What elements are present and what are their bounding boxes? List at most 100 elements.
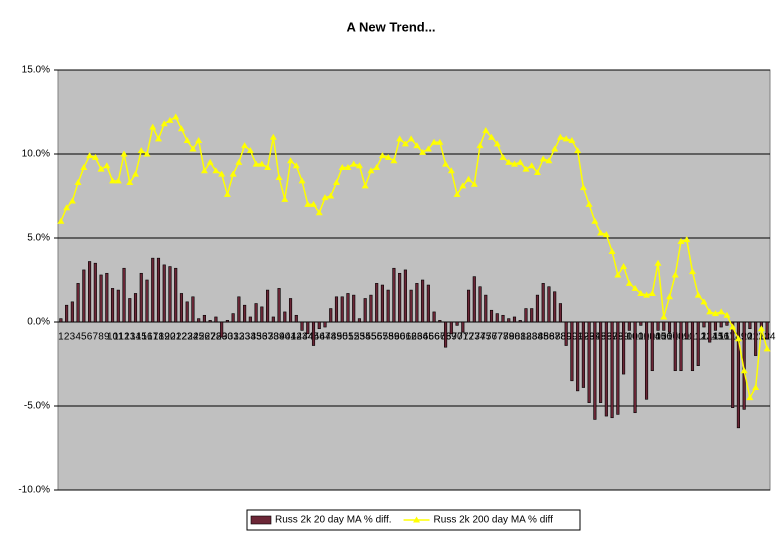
line-marker xyxy=(763,345,771,352)
line-marker xyxy=(620,263,628,270)
line-marker xyxy=(585,200,593,207)
line-marker xyxy=(614,271,622,278)
x-tick-label: 86 xyxy=(543,332,555,343)
line-marker xyxy=(57,217,65,224)
line-marker xyxy=(430,138,438,145)
line-marker xyxy=(315,209,323,216)
bar xyxy=(541,283,545,323)
bar xyxy=(386,289,390,323)
bar xyxy=(708,321,712,343)
x-tick-label: 31 xyxy=(228,332,240,343)
line-marker xyxy=(499,153,507,160)
x-tick-label: 105 xyxy=(650,332,667,343)
bar xyxy=(736,321,740,429)
bar xyxy=(208,320,212,323)
line-marker xyxy=(740,367,748,374)
line-marker xyxy=(734,335,742,342)
line-marker xyxy=(218,170,226,177)
x-tick-label: 81 xyxy=(515,332,527,343)
bar xyxy=(495,313,499,323)
line-marker xyxy=(688,268,696,275)
line-marker xyxy=(677,237,685,244)
bar xyxy=(128,298,132,323)
line-marker xyxy=(235,158,243,165)
line-marker xyxy=(223,190,231,197)
bar xyxy=(610,321,614,419)
line-marker xyxy=(355,162,363,169)
legend-swatch xyxy=(250,515,272,525)
line-marker xyxy=(396,135,404,142)
bar xyxy=(151,257,155,323)
line-marker xyxy=(459,182,467,189)
legend-label: Russ 2k 20 day MA % diff. xyxy=(275,515,392,526)
x-tick-label: 20 xyxy=(164,332,176,343)
line-marker xyxy=(717,308,725,315)
line-marker xyxy=(723,311,731,318)
x-tick-label: 85 xyxy=(538,332,550,343)
x-tick-label: 70 xyxy=(452,332,464,343)
line-marker xyxy=(287,157,295,164)
x-tick-label: 84 xyxy=(532,332,544,343)
y-tick-label: -5.0% xyxy=(24,401,50,412)
legend-label: Russ 2k 200 day MA % diff xyxy=(434,515,554,526)
line-marker xyxy=(172,113,180,120)
x-tick-label: 35 xyxy=(251,332,263,343)
bar xyxy=(581,321,585,388)
bar xyxy=(466,289,471,323)
x-tick-label: 8 xyxy=(98,332,104,343)
x-tick-label: 77 xyxy=(492,332,504,343)
x-tick-label: 9 xyxy=(104,332,110,343)
line-marker xyxy=(510,160,518,167)
bar xyxy=(202,314,206,323)
line-marker xyxy=(574,147,582,154)
bar xyxy=(105,272,109,323)
line-marker xyxy=(195,137,203,144)
x-tick-label: 59 xyxy=(388,332,400,343)
bar xyxy=(570,321,574,382)
bar xyxy=(277,288,281,323)
line-marker xyxy=(327,192,335,199)
bar xyxy=(392,267,396,323)
line-marker xyxy=(608,247,616,254)
x-tick-label: 48 xyxy=(325,332,337,343)
line-marker xyxy=(597,229,605,236)
bar xyxy=(243,304,247,323)
x-tick-label: 4 xyxy=(75,332,81,343)
x-tick-label: 3 xyxy=(70,332,76,343)
x-tick-label: 121 xyxy=(742,332,759,343)
bar xyxy=(357,318,362,323)
line-marker xyxy=(298,177,306,184)
line-marker xyxy=(304,200,312,207)
bar xyxy=(317,321,321,330)
x-tick-label: 27 xyxy=(205,332,217,343)
bar xyxy=(593,321,597,420)
x-tick-label: 40 xyxy=(279,332,291,343)
x-tick-label: 49 xyxy=(331,332,343,343)
bar xyxy=(231,313,235,323)
bar xyxy=(719,321,723,328)
bar xyxy=(294,314,298,323)
x-tick-label: 23 xyxy=(182,332,194,343)
bar xyxy=(409,289,413,323)
line-marker xyxy=(344,163,352,170)
line-marker xyxy=(246,147,254,154)
line-marker xyxy=(321,194,329,201)
bar xyxy=(271,316,275,323)
line-marker xyxy=(648,289,656,296)
x-tick-label: 2 xyxy=(64,332,70,343)
x-tick-label: 123 xyxy=(753,332,770,343)
bar xyxy=(403,269,407,323)
bar xyxy=(472,276,476,323)
line-marker xyxy=(436,138,444,145)
x-tick-label: 25 xyxy=(193,332,205,343)
bar xyxy=(507,318,511,323)
bar xyxy=(415,283,419,323)
x-tick-label: 34 xyxy=(245,332,257,343)
bar xyxy=(88,261,92,323)
line-marker xyxy=(671,271,679,278)
line-marker xyxy=(631,284,639,291)
x-tick-label: 52 xyxy=(348,332,360,343)
bar xyxy=(145,279,149,323)
x-tick-label: 32 xyxy=(233,332,245,343)
y-tick-label: -10.0% xyxy=(18,485,50,496)
